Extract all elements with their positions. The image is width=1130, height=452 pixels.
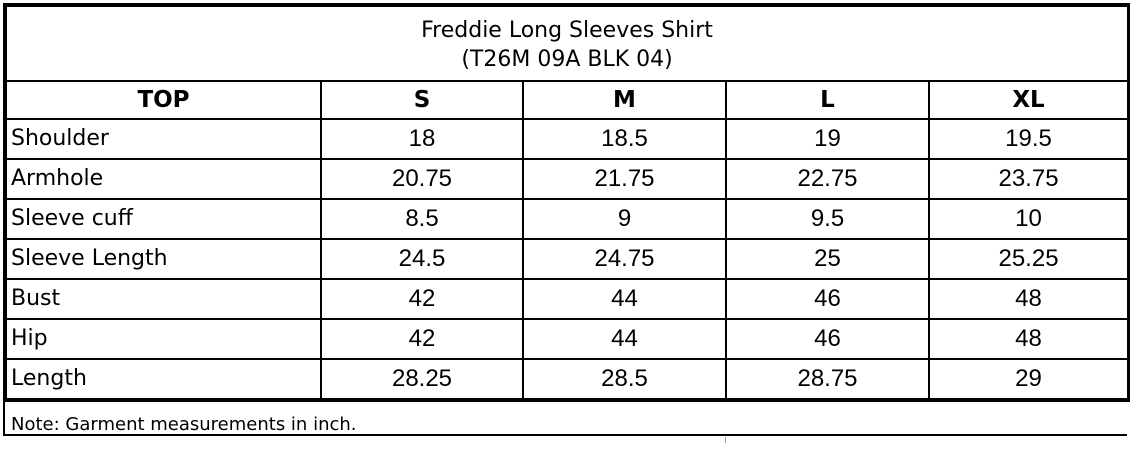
measurement-cell: 19: [725, 118, 930, 160]
measurement-cell: 20.75: [320, 158, 524, 200]
measurement-cell: 21.75: [522, 158, 727, 200]
header-xl: XL: [927, 80, 1130, 120]
header-s: S: [320, 80, 524, 120]
measurement-cell: 19.5: [927, 118, 1130, 160]
table-row: Armhole 20.75 21.75 22.75 23.75: [4, 158, 1130, 200]
header-top: TOP: [4, 80, 322, 120]
measurement-cell: 18.5: [522, 118, 727, 160]
header-l: L: [725, 80, 930, 120]
measurement-cell: 44: [522, 318, 727, 360]
measurement-cell: 28.5: [522, 358, 727, 401]
measurement-cell: 46: [725, 278, 930, 320]
measurement-cell: 8.5: [320, 198, 524, 240]
row-label: Sleeve cuff: [4, 198, 322, 240]
size-chart-table: Freddie Long Sleeves Shirt (T26M 09A BLK…: [3, 3, 1130, 402]
measurement-cell: 23.75: [927, 158, 1130, 200]
row-label: Armhole: [4, 158, 322, 200]
row-label: Bust: [4, 278, 322, 320]
measurement-cell: 28.25: [320, 358, 524, 401]
measurement-cell: 10: [927, 198, 1130, 240]
divider: [725, 437, 1128, 443]
table-row: Shoulder 18 18.5 19 19.5: [4, 118, 1130, 160]
measurement-cell: 44: [522, 278, 727, 320]
measurement-cell: 42: [320, 318, 524, 360]
measurement-cell: 25.25: [927, 238, 1130, 280]
title-row: Freddie Long Sleeves Shirt (T26M 09A BLK…: [3, 4, 1130, 82]
measurement-cell: 29: [927, 358, 1130, 401]
table-row: Sleeve cuff 8.5 9 9.5 10: [4, 198, 1130, 240]
measurement-cell: 22.75: [725, 158, 930, 200]
measurement-cell: 24.75: [522, 238, 727, 280]
measurement-cell: 28.75: [725, 358, 930, 401]
header-m: M: [522, 80, 727, 120]
table-title: Freddie Long Sleeves Shirt: [421, 17, 713, 43]
table-row: Length 28.25 28.5 28.75 29: [4, 358, 1130, 401]
measurement-cell: 25: [725, 238, 930, 280]
measurement-cell: 48: [927, 318, 1130, 360]
table-row: Sleeve Length 24.5 24.75 25 25.25: [4, 238, 1130, 280]
row-label: Shoulder: [4, 118, 322, 160]
header-row: TOP S M L XL: [4, 80, 1130, 120]
table-row: Hip 42 44 46 48: [4, 318, 1130, 360]
measurement-cell: 24.5: [320, 238, 524, 280]
measurement-cell: 46: [725, 318, 930, 360]
row-label: Sleeve Length: [4, 238, 322, 280]
table-title-cell: Freddie Long Sleeves Shirt (T26M 09A BLK…: [3, 4, 1130, 82]
measurement-cell: 18: [320, 118, 524, 160]
measurement-cell: 42: [320, 278, 524, 320]
row-label: Hip: [4, 318, 322, 360]
measurement-cell: 48: [927, 278, 1130, 320]
table-subtitle: (T26M 09A BLK 04): [461, 46, 673, 72]
table-row: Bust 42 44 46 48: [4, 278, 1130, 320]
note: Note: Garment measurements in inch.: [3, 398, 1127, 436]
measurement-cell: 9: [522, 198, 727, 240]
row-label: Length: [4, 358, 322, 401]
measurement-cell: 9.5: [725, 198, 930, 240]
